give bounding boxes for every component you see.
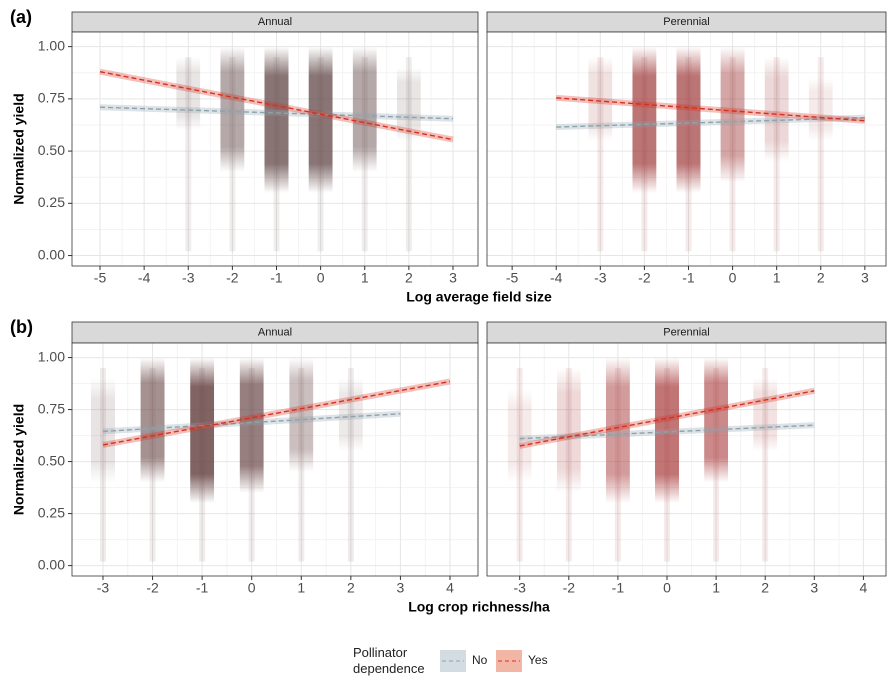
x-tick-label: -1 [682,270,695,286]
x-tick-label: -4 [138,270,151,286]
y-tick-label: 0.00 [38,246,65,262]
x-tick-label: 4 [446,580,454,596]
x-tick-label: 0 [317,270,325,286]
y-tick-label: 0.50 [38,142,65,158]
x-tick-label: 4 [860,580,868,596]
point-cloud [308,46,333,193]
x-tick-label: -5 [94,270,107,286]
panel [487,343,886,576]
x-tick-label: -2 [226,270,239,286]
point-cloud [289,357,314,472]
point-cloud [808,77,833,141]
panel [72,343,478,576]
y-tick-label: 1.00 [38,37,65,53]
point-cloud [676,46,701,193]
x-axis-title: Log crop richness/ha [408,599,550,615]
x-tick-label: -3 [182,270,195,286]
x-tick-label: -3 [97,580,110,596]
panel-border [486,31,887,267]
regression-line [519,390,815,447]
y-axis-title: Normalized yield [11,404,27,515]
facet-title: Annual [258,326,292,338]
point-cloud [264,46,289,193]
x-tick-label: 1 [297,580,305,596]
legend-title: Pollinator dependence [353,645,425,676]
point-cloud [764,57,789,162]
y-tick-label: 0.25 [38,194,65,210]
x-tick-label: -2 [638,270,651,286]
x-axis-title: Log average field size [406,289,552,305]
point-cloud [239,357,264,493]
point-cloud [338,378,363,452]
x-tick-label: 0 [248,580,256,596]
x-tick-label: -5 [506,270,519,286]
x-tick-label: -2 [146,580,159,596]
x-tick-label: 3 [449,270,457,286]
regression-line [99,106,454,120]
point-cloud [655,357,680,504]
facet-title: Annual [258,16,292,28]
point-cloud [556,367,581,493]
x-tick-label: 1 [361,270,369,286]
x-tick-label: 3 [397,580,405,596]
y-tick-label: 1.00 [38,348,65,364]
y-tick-label: 0.75 [38,400,65,416]
x-tick-label: 2 [347,580,355,596]
regression-line [556,116,865,128]
y-tick-label: 0.50 [38,452,65,468]
x-tick-label: -1 [612,580,625,596]
y-tick-label: 0.75 [38,90,65,106]
x-tick-label: 3 [810,580,818,596]
x-tick-label: -1 [270,270,283,286]
point-cloud [220,46,245,172]
x-tick-label: 0 [663,580,671,596]
panel-border [71,342,479,577]
point-cloud [352,46,377,172]
panel-border [71,31,479,267]
point-cloud [396,67,421,141]
point-cloud [140,357,165,483]
panel-border [486,342,887,577]
legend-label: No [472,653,488,667]
point-cloud [588,57,613,141]
x-tick-label: -4 [550,270,563,286]
point-cloud [753,378,778,452]
point-cloud [176,57,201,131]
legend-label: Yes [528,653,548,667]
panel-label: (b) [10,317,33,337]
x-tick-label: 1 [712,580,720,596]
x-tick-label: 2 [761,580,769,596]
point-cloud [507,388,532,483]
regression-line [556,97,865,122]
x-tick-label: -3 [594,270,607,286]
x-tick-label: 0 [729,270,737,286]
x-tick-label: -2 [563,580,576,596]
facet-title: Perennial [663,16,709,28]
y-axis-title: Normalized yield [11,93,27,204]
regression-line [99,71,454,141]
x-tick-label: -1 [196,580,209,596]
panel-label: (a) [10,7,32,27]
point-cloud [190,357,215,504]
point-cloud [632,46,657,193]
x-tick-label: 1 [773,270,781,286]
x-tick-label: 2 [817,270,825,286]
y-tick-label: 0.00 [38,556,65,572]
facet-title: Perennial [663,326,709,338]
x-tick-label: 3 [861,270,869,286]
point-cloud [605,357,630,504]
x-tick-label: 2 [405,270,413,286]
regression-line [102,413,401,433]
y-tick-label: 0.25 [38,504,65,520]
point-cloud [720,46,745,183]
x-tick-label: -3 [513,580,526,596]
point-cloud [704,357,729,483]
regression-line [102,380,451,446]
